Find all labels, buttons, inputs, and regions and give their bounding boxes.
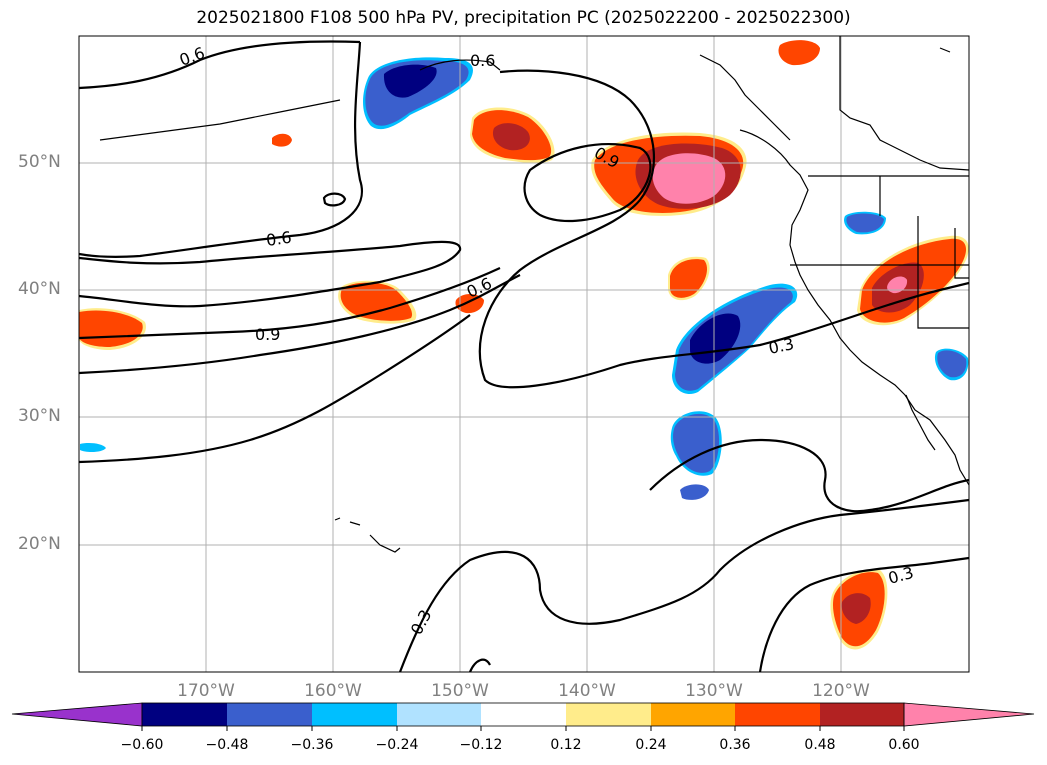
colorbar-segment (651, 703, 735, 726)
colorbar-segment (481, 703, 566, 726)
colorbar-segment (566, 703, 651, 726)
colorbar-tick-label: −0.60 (120, 737, 164, 753)
colorbar-tick-label: 0.60 (888, 737, 920, 753)
lon-label-130w: 130°W (685, 681, 743, 701)
precip-negative-areas (80, 57, 969, 500)
contour-label: 0.6 (265, 228, 293, 250)
colorbar-tick-label: 0.12 (550, 737, 582, 753)
colorbar-segment (735, 703, 820, 726)
colorbar-segment (312, 703, 397, 726)
precip-blob-nw-corner (778, 40, 820, 66)
colorbar-tick-label: −0.48 (205, 737, 249, 753)
map-area: 0.6 0.6 0.6 0.9 0.6 0.9 0.3 0.3 0.3 (79, 36, 969, 672)
lat-label-20n: 20°N (18, 534, 61, 554)
contour-label: 0.3 (767, 334, 796, 358)
lon-label-160w: 160°W (304, 681, 362, 701)
precip-blob-bering (272, 133, 292, 147)
contour-label: 0.6 (470, 51, 495, 70)
lon-label-140w: 140°W (558, 681, 616, 701)
colorbar-tick-label: −0.36 (290, 737, 334, 753)
colorbar-extend-low (11, 702, 143, 727)
colorbar-tick-label: −0.12 (459, 737, 503, 753)
graticule (79, 36, 969, 672)
map-frame (78, 35, 970, 673)
lat-label-50n: 50°N (18, 152, 61, 172)
colorbar-extend-high (903, 702, 1035, 727)
colorbar-segment (142, 703, 227, 726)
lon-label-120w: 120°W (812, 681, 870, 701)
coastlines (99, 36, 969, 553)
pv-contours (79, 40, 969, 672)
colorbar-tick-label: −0.24 (375, 737, 419, 753)
colorbar-tick-label: 0.36 (719, 737, 751, 753)
map-title: 2025021800 F108 500 hPa PV, precipitatio… (196, 8, 851, 28)
colorbar-tick-label: 0.48 (804, 737, 836, 753)
colorbar-segment (227, 703, 312, 726)
colorbar (11, 702, 1035, 731)
contour-label: 0.9 (255, 325, 280, 344)
lon-label-150w: 150°W (431, 681, 489, 701)
lat-label-40n: 40°N (18, 279, 61, 299)
colorbar-tick-label: 0.24 (635, 737, 667, 753)
lat-label-30n: 30°N (18, 406, 61, 426)
colorbar-segment (397, 703, 481, 726)
precip-blob-dateline-south (80, 443, 106, 453)
colorbar-segment (820, 703, 904, 726)
lon-label-170w: 170°W (177, 681, 235, 701)
